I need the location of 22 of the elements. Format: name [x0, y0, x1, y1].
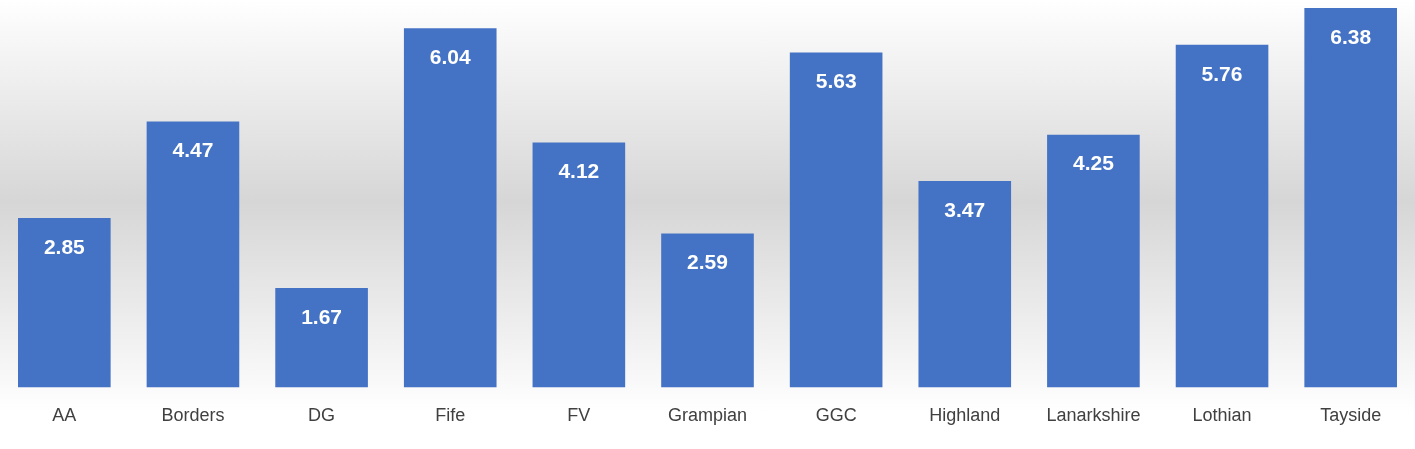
x-tick-label: FV — [567, 405, 591, 426]
x-tick-label: Lanarkshire — [1046, 405, 1141, 426]
data-label: 4.12 — [558, 159, 600, 183]
data-label: 3.47 — [944, 197, 986, 221]
x-tick-label: Grampian — [667, 405, 748, 426]
x-tick-label: Highland — [929, 405, 1001, 426]
data-label: 1.67 — [301, 304, 343, 328]
x-tick-label: Fife — [435, 405, 466, 426]
data-label: 5.76 — [1201, 61, 1243, 85]
x-tick-label: Tayside — [1320, 405, 1382, 426]
data-label: 4.25 — [1072, 151, 1115, 175]
data-label: 6.04 — [429, 45, 471, 69]
x-tick-label: Lothian — [1192, 405, 1252, 426]
x-tick-label: GGC — [815, 405, 857, 426]
data-label: 2.85 — [43, 234, 86, 258]
data-label: 5.63 — [815, 69, 857, 93]
x-tick-label: DG — [308, 405, 336, 426]
data-label: 4.47 — [172, 138, 214, 162]
x-tick-label: AA — [52, 405, 77, 426]
data-label: 6.38 — [1330, 24, 1372, 48]
x-tick-label: Borders — [161, 405, 225, 426]
data-label: 2.59 — [687, 250, 728, 274]
